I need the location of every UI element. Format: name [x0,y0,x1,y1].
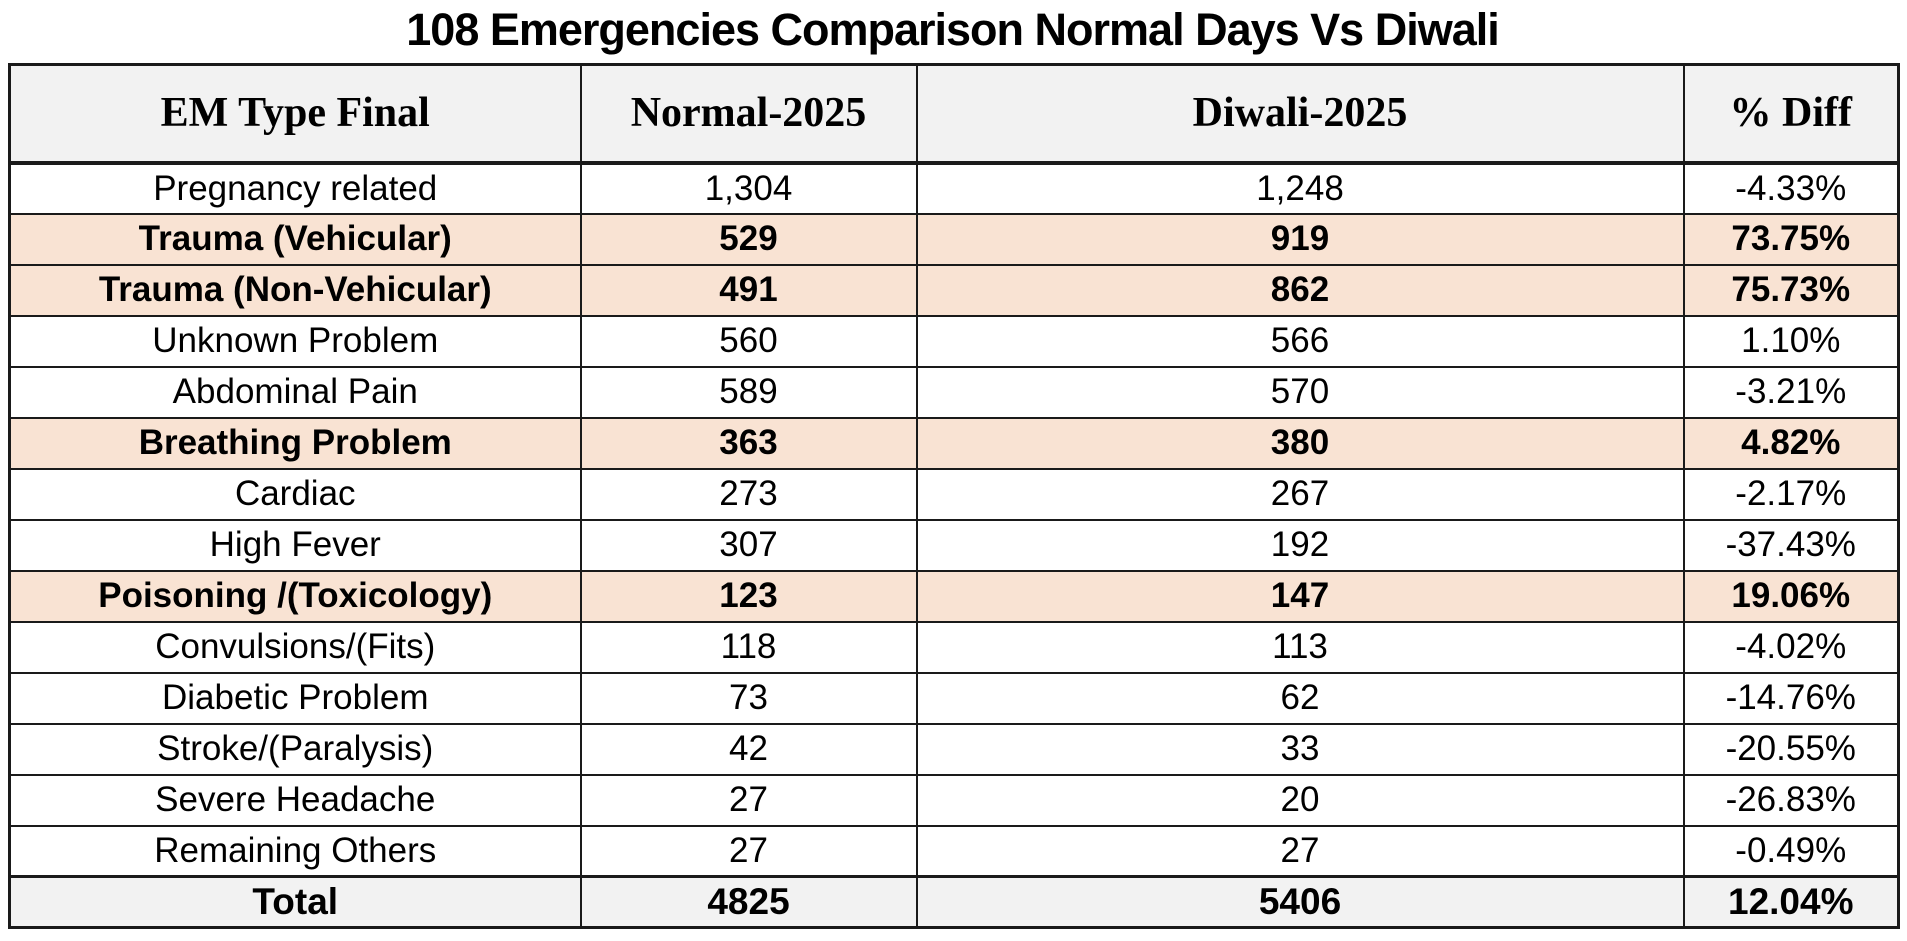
cell-pct-diff: 19.06% [1682,569,1900,623]
table-row: Poisoning /(Toxicology) 123 147 19.06% [8,569,1900,623]
column-header-diwali: Diwali-2025 [915,63,1685,165]
column-header-em-type: EM Type Final [8,63,582,165]
cell-normal-2025: 27 [579,824,918,878]
cell-diwali-2025: 566 [915,314,1685,368]
cell-diwali-2025: 380 [915,416,1685,470]
cell-em-type: Trauma (Vehicular) [8,212,582,266]
cell-normal-2025: 363 [579,416,918,470]
cell-normal-2025: 73 [579,671,918,725]
table-row: Unknown Problem 560 566 1.10% [8,314,1900,368]
cell-normal-2025: 589 [579,365,918,419]
table-row: Abdominal Pain 589 570 -3.21% [8,365,1900,419]
cell-diwali-2025: 1,248 [915,161,1685,215]
cell-normal-2025: 273 [579,467,918,521]
cell-em-type: Cardiac [8,467,582,521]
cell-diwali-2025: 267 [915,467,1685,521]
cell-normal-2025: 123 [579,569,918,623]
cell-diwali-2025: 33 [915,722,1685,776]
table-row: Trauma (Non-Vehicular) 491 862 75.73% [8,263,1900,317]
table-row: Diabetic Problem 73 62 -14.76% [8,671,1900,725]
cell-diwali-2025: 570 [915,365,1685,419]
cell-em-type: Trauma (Non-Vehicular) [8,263,582,317]
cell-diwali-2025: 862 [915,263,1685,317]
cell-em-type: Pregnancy related [8,161,582,215]
cell-pct-diff: -20.55% [1682,722,1900,776]
table-row: Remaining Others 27 27 -0.49% [8,824,1900,878]
cell-pct-diff: -4.02% [1682,620,1900,674]
cell-pct-diff: -14.76% [1682,671,1900,725]
table-row: Stroke/(Paralysis) 42 33 -20.55% [8,722,1900,776]
cell-diwali-2025: 27 [915,824,1685,878]
table-row: Convulsions/(Fits) 118 113 -4.02% [8,620,1900,674]
table-header: EM Type Final Normal-2025 Diwali-2025 % … [8,63,1900,165]
cell-em-type: Remaining Others [8,824,582,878]
table-row: High Fever 307 192 -37.43% [8,518,1900,572]
cell-normal-2025: 27 [579,773,918,827]
cell-pct-diff: 4.82% [1682,416,1900,470]
table-row: Cardiac 273 267 -2.17% [8,467,1900,521]
cell-em-type: Convulsions/(Fits) [8,620,582,674]
cell-pct-diff: 1.10% [1682,314,1900,368]
cell-pct-diff: -2.17% [1682,467,1900,521]
table-row: Breathing Problem 363 380 4.82% [8,416,1900,470]
emergencies-table: EM Type Final Normal-2025 Diwali-2025 % … [8,63,1900,929]
table-total-row: Total 4825 5406 12.04% [8,875,1900,929]
cell-em-type: Breathing Problem [8,416,582,470]
cell-em-type: High Fever [8,518,582,572]
total-diwali: 5406 [915,875,1685,929]
cell-diwali-2025: 20 [915,773,1685,827]
cell-normal-2025: 307 [579,518,918,572]
total-label: Total [8,875,582,929]
cell-pct-diff: -26.83% [1682,773,1900,827]
column-header-normal: Normal-2025 [579,63,918,165]
cell-diwali-2025: 147 [915,569,1685,623]
cell-normal-2025: 491 [579,263,918,317]
cell-normal-2025: 529 [579,212,918,266]
cell-em-type: Unknown Problem [8,314,582,368]
column-header-pct-diff: % Diff [1682,63,1900,165]
table-header-row: EM Type Final Normal-2025 Diwali-2025 % … [8,63,1900,165]
total-normal: 4825 [579,875,918,929]
cell-normal-2025: 118 [579,620,918,674]
table-row: Trauma (Vehicular) 529 919 73.75% [8,212,1900,266]
total-pct-diff: 12.04% [1682,875,1900,929]
cell-normal-2025: 1,304 [579,161,918,215]
table-row: Pregnancy related 1,304 1,248 -4.33% [8,161,1900,215]
cell-pct-diff: -0.49% [1682,824,1900,878]
cell-em-type: Poisoning /(Toxicology) [8,569,582,623]
cell-pct-diff: 73.75% [1682,212,1900,266]
cell-pct-diff: -4.33% [1682,161,1900,215]
cell-em-type: Severe Headache [8,773,582,827]
cell-diwali-2025: 919 [915,212,1685,266]
table-row: Severe Headache 27 20 -26.83% [8,773,1900,827]
cell-em-type: Diabetic Problem [8,671,582,725]
cell-pct-diff: -3.21% [1682,365,1900,419]
cell-pct-diff: 75.73% [1682,263,1900,317]
table-body: Pregnancy related 1,304 1,248 -4.33% Trauma … [8,161,1900,878]
table-footer: Total 4825 5406 12.04% [8,875,1900,929]
cell-pct-diff: -37.43% [1682,518,1900,572]
cell-em-type: Stroke/(Paralysis) [8,722,582,776]
cell-normal-2025: 42 [579,722,918,776]
cell-em-type: Abdominal Pain [8,365,582,419]
cell-diwali-2025: 192 [915,518,1685,572]
cell-normal-2025: 560 [579,314,918,368]
cell-diwali-2025: 113 [915,620,1685,674]
page-title: 108 Emergencies Comparison Normal Days V… [406,4,1499,55]
cell-diwali-2025: 62 [915,671,1685,725]
